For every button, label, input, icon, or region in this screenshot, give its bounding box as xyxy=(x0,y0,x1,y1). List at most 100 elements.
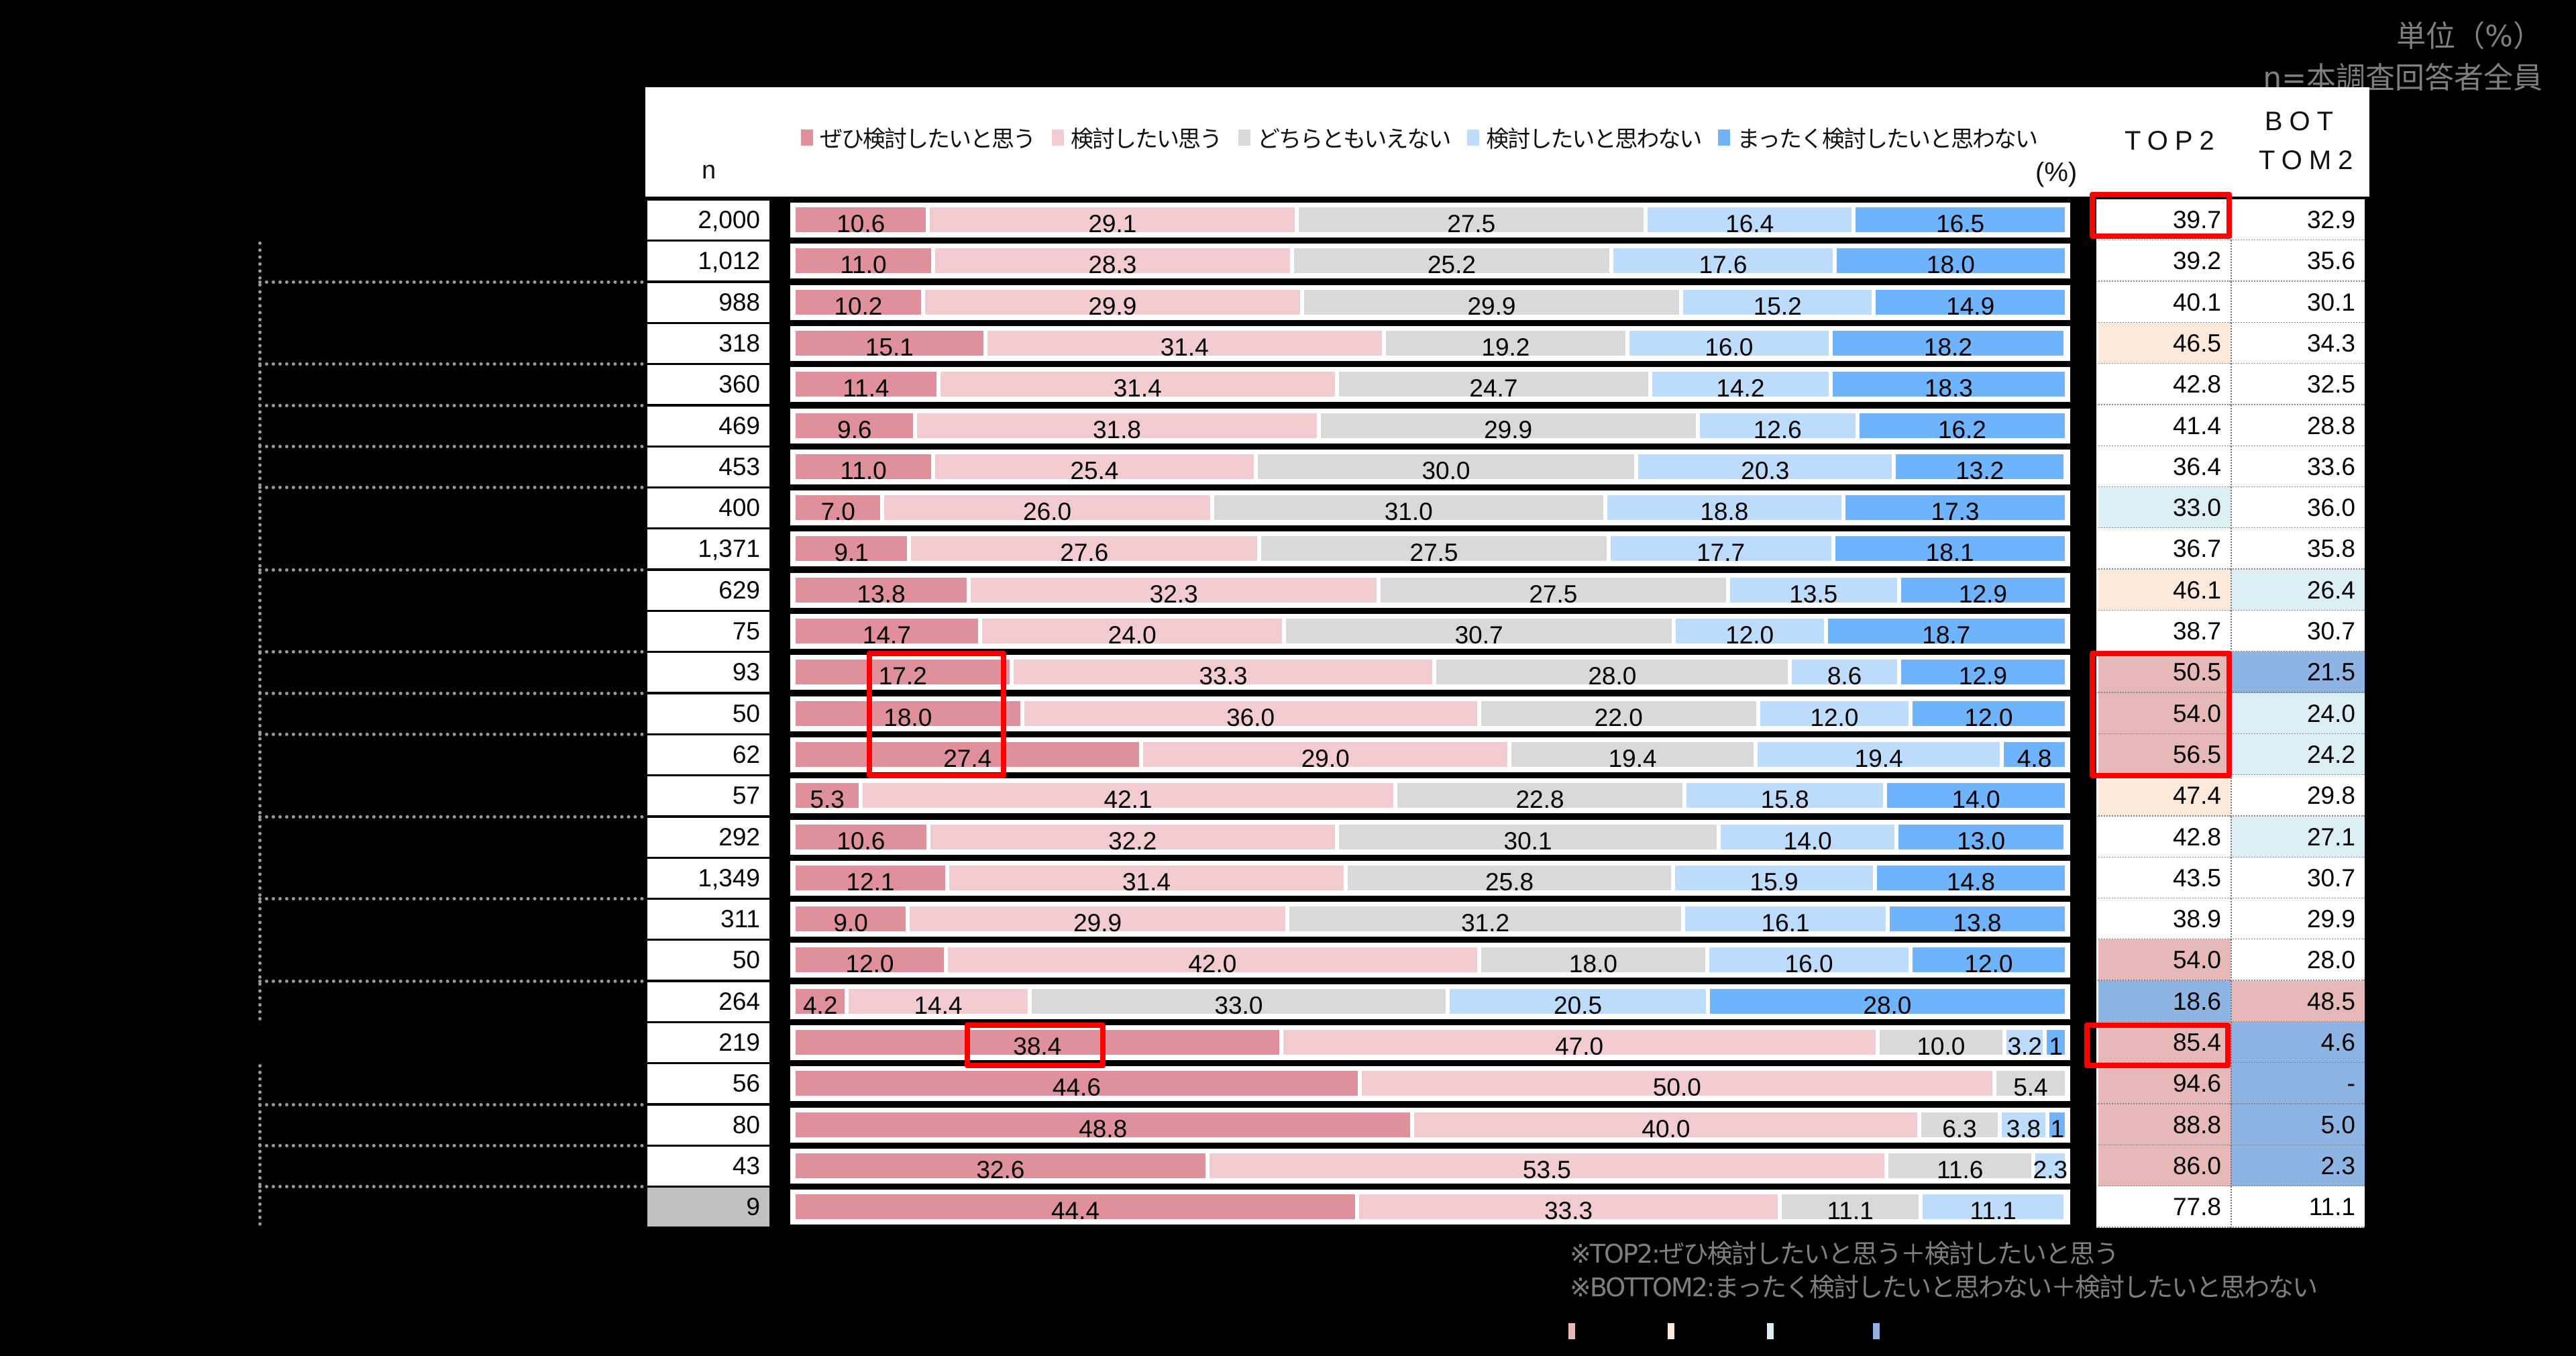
top2-cell: 88.8 xyxy=(2096,1104,2231,1146)
bar-segment-4: 12.0 xyxy=(1760,700,1913,730)
top2-cell: 50.5 xyxy=(2096,651,2231,694)
bar-segment-value: 12.0 xyxy=(1964,950,2013,978)
highlight-box-segment1-group xyxy=(867,651,1006,778)
bar-segment-1: 17.2 xyxy=(796,660,1014,688)
bar-segment-2: 29.0 xyxy=(1143,741,1512,771)
stacked-bar: 17.2 33.3 28.0 8.6 12.9 xyxy=(796,660,2065,688)
table-row: 219 38.4 47.0 10.0 3.2 1 85.4 4.6 xyxy=(0,1022,2576,1063)
bottom2-cell: 21.5 xyxy=(2231,651,2365,694)
bar-segment-value: 28.3 xyxy=(1088,251,1137,279)
bar-segment-1: 32.6 xyxy=(796,1153,1210,1182)
bar-segment-5: 13.0 xyxy=(1898,824,2064,853)
bar-segment-value: 50.0 xyxy=(1652,1074,1701,1102)
stacked-bar: 44.6 50.0 5.4 xyxy=(796,1071,2065,1100)
bar-segment-value: 19.2 xyxy=(1481,333,1530,361)
row-divider-line xyxy=(258,897,644,901)
bar-segment-5: 18.7 xyxy=(1827,619,2065,647)
bottom2-cell: 27.1 xyxy=(2231,816,2365,858)
bar-segment-3: 10.0 xyxy=(1879,1030,2006,1059)
n-column-header: n xyxy=(702,156,716,185)
bar-segment-value: 31.2 xyxy=(1461,909,1510,937)
bottom2-cell: 32.9 xyxy=(2231,199,2365,241)
bar-segment-value: 19.4 xyxy=(1608,744,1657,772)
bar-segment-3: 24.7 xyxy=(1338,372,1653,401)
bar-segment-value: 42.1 xyxy=(1104,786,1152,814)
bar-segment-3: 30.0 xyxy=(1257,454,1639,483)
table-row: 9 44.4 33.3 11.1 11.1 77.8 11.1 xyxy=(0,1186,2576,1229)
bar-segment-1: 48.8 xyxy=(796,1112,1415,1141)
bar-segment-value: 15.8 xyxy=(1760,786,1809,814)
bar-segment-value: 27.5 xyxy=(1529,580,1578,608)
bar-segment-4: 2.3 xyxy=(2033,1153,2068,1182)
bar-segment-4: 17.7 xyxy=(1610,536,1835,565)
bar-segment-value: 48.8 xyxy=(1079,1114,1128,1143)
bar-segment-1: 12.0 xyxy=(796,947,949,976)
stacked-bar: 11.4 31.4 24.7 14.2 18.3 xyxy=(796,372,2065,401)
bar-segment-4: 19.4 xyxy=(1758,741,2004,771)
bottom2-cell: 11.1 xyxy=(2231,1186,2365,1229)
bottom2-cell: 24.2 xyxy=(2231,733,2365,776)
legend-label: どちらともいえない xyxy=(1257,126,1451,153)
bar-segment-2: 50.0 xyxy=(1361,1071,1996,1100)
row-divider-line xyxy=(258,732,644,736)
bar-segment-value: 20.3 xyxy=(1741,456,1790,484)
table-row: 469 9.6 31.8 29.9 12.6 16.2 41.4 28.8 xyxy=(0,405,2576,447)
bar-segment-5: 1 xyxy=(2049,1112,2065,1141)
stacked-bar: 38.4 47.0 10.0 3.2 1 xyxy=(796,1030,2065,1059)
bar-segment-value: 29.9 xyxy=(1088,292,1137,320)
bar-segment-value: 10.6 xyxy=(837,827,885,855)
bar-segment-value: 27.6 xyxy=(1060,539,1109,567)
legend-swatch-icon xyxy=(1467,129,1480,146)
bar-segment-5: 18.0 xyxy=(1836,248,2065,277)
bar-segment-1: 13.8 xyxy=(796,577,971,607)
bottom2-cell: 30.1 xyxy=(2231,281,2365,323)
row-divider-line xyxy=(258,1143,644,1147)
bar-segment-value: 15.2 xyxy=(1753,292,1802,320)
bottom2-cell: 33.6 xyxy=(2231,446,2365,488)
bar-segment-value: 16.1 xyxy=(1761,909,1810,937)
top2-cell: 54.0 xyxy=(2096,692,2231,735)
n-cell: 2,000 xyxy=(647,201,769,240)
row-divider-line xyxy=(258,1185,644,1189)
row-divider-line xyxy=(258,568,644,572)
bar-segment-2: 26.0 xyxy=(884,495,1214,524)
bar-segment-value: 28.0 xyxy=(1863,991,1912,1019)
bar-segment-5: 18.2 xyxy=(1832,330,2064,360)
bar-segment-1: 10.2 xyxy=(796,289,925,319)
bar-segment-1: 14.7 xyxy=(796,619,982,647)
bar-segment-5: 13.8 xyxy=(1889,906,2065,935)
bar-segment-value: 25.4 xyxy=(1070,456,1119,484)
legend-swatch-low-strong xyxy=(1873,1323,1880,1339)
bar-segment-3: 31.2 xyxy=(1289,906,1686,935)
bar-segment-value: 17.3 xyxy=(1931,498,1980,526)
top2-cell: 86.0 xyxy=(2096,1145,2231,1187)
top2-cell: 85.4 xyxy=(2096,1022,2231,1063)
table-row: 311 9.0 29.9 31.2 16.1 13.8 38.9 29.9 xyxy=(0,898,2576,941)
legend-item: まったく検討したいと思わない xyxy=(1718,121,2038,154)
bar-segment-value: 3.8 xyxy=(2006,1114,2041,1143)
stacked-bar: 18.0 36.0 22.0 12.0 12.0 xyxy=(796,700,2065,730)
bar-segment-value: 9.1 xyxy=(834,539,869,567)
bar-segment-value: 40.0 xyxy=(1642,1114,1690,1143)
bar-segment-value: 14.4 xyxy=(914,991,963,1019)
bar-segment-value: 4.8 xyxy=(2017,744,2052,772)
n-cell: 9 xyxy=(647,1188,769,1227)
bar-segment-value: 16.5 xyxy=(1936,210,1985,238)
bar-segment-1: 38.4 xyxy=(796,1030,1283,1059)
top2-cell: 38.7 xyxy=(2096,611,2231,652)
bar-segment-1: 11.0 xyxy=(796,248,935,277)
bar-segment-value: 13.0 xyxy=(1957,827,2006,855)
table-row: 56 44.6 50.0 5.4 94.6- xyxy=(0,1063,2576,1105)
bar-segment-3: 5.4 xyxy=(1996,1071,2065,1100)
bar-segment-value: 31.4 xyxy=(1113,374,1162,403)
bar-segment-value: 7.0 xyxy=(820,498,855,526)
n-cell: 292 xyxy=(647,817,769,857)
bar-segment-value: 29.1 xyxy=(1088,210,1137,238)
bar-segment-2: 25.4 xyxy=(935,454,1258,483)
bar-segment-1: 12.1 xyxy=(796,865,949,894)
bar-segment-value: 14.8 xyxy=(1946,868,1995,896)
bar-segment-3: 30.1 xyxy=(1338,824,1721,853)
legend-swatch-top2-mid xyxy=(1668,1323,1674,1339)
bottom2-cell: 4.6 xyxy=(2231,1022,2365,1063)
table-row: 75 14.7 24.0 30.7 12.0 18.7 38.7 30.7 xyxy=(0,611,2576,652)
